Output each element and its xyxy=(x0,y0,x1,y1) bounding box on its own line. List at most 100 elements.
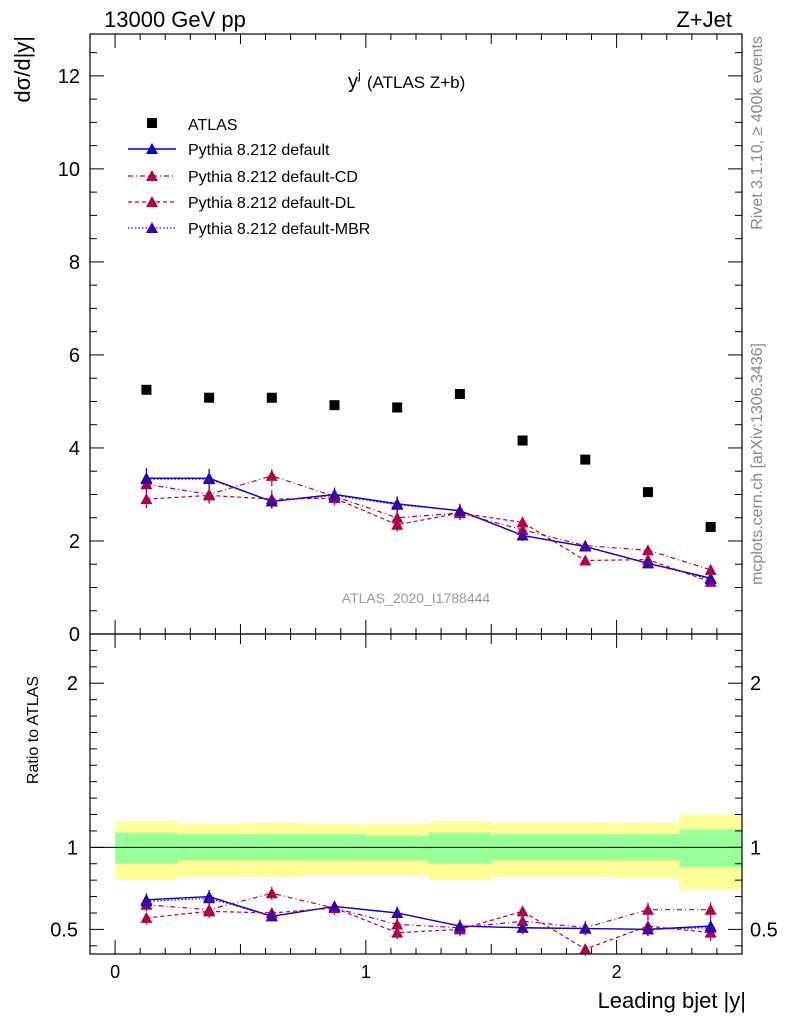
ratio-band-inner xyxy=(679,829,742,868)
marker-cd xyxy=(704,903,717,915)
marker-mbr xyxy=(140,895,153,907)
marker-mbr xyxy=(453,504,466,516)
main-series xyxy=(140,384,717,587)
atlas-data-point xyxy=(329,400,340,411)
series-line-dl xyxy=(146,907,711,950)
x-tick-label: 1 xyxy=(361,962,371,982)
atlas-data-point xyxy=(392,402,403,413)
marker-mbr xyxy=(391,498,404,510)
legend-label-cd: Pythia 8.212 default-CD xyxy=(188,169,358,186)
ratio-y-tick-label: 1 xyxy=(67,837,78,859)
marker-mbr xyxy=(328,489,341,501)
ratio-y-tick-label: 0.5 xyxy=(50,919,78,941)
main-y-tick-label: 4 xyxy=(69,438,80,460)
xlabel: Leading bjet |y| xyxy=(598,988,746,1013)
legend-marker-cd xyxy=(146,170,158,181)
ratio-y-tick-label-right: 0.5 xyxy=(750,919,778,941)
atlas-data-point xyxy=(454,389,465,399)
ratio-ylabel: Ratio to ATLAS xyxy=(25,676,42,784)
marker-dl xyxy=(140,911,153,923)
series-line-cd xyxy=(146,892,711,929)
marker-dl xyxy=(516,905,529,917)
marker-mbr xyxy=(641,557,654,569)
legend-marker-dl xyxy=(146,196,158,207)
marker-cd xyxy=(391,918,404,930)
main-y-tick-label: 8 xyxy=(69,252,80,274)
legend-marker-default xyxy=(146,143,158,154)
ratio-band-inner xyxy=(115,832,178,864)
ratio-frame xyxy=(89,633,743,955)
marker-cd xyxy=(391,511,404,523)
marker-cd xyxy=(516,523,529,535)
legend-marker-mbr xyxy=(146,222,158,233)
series-line-mbr xyxy=(146,478,711,580)
marker-dl xyxy=(391,926,404,938)
series-line-default xyxy=(146,477,711,579)
marker-mbr xyxy=(704,573,717,585)
marker-mbr xyxy=(516,529,529,541)
atlas-data-point xyxy=(642,487,653,498)
series-line-dl xyxy=(146,494,711,583)
main-y-tick-label: 10 xyxy=(58,159,80,181)
marker-mbr xyxy=(453,920,466,932)
analysis-watermark: ATLAS_2020_I1788444 xyxy=(342,590,491,606)
main-y-tick-label: 6 xyxy=(69,345,80,367)
x-tick-label: 2 xyxy=(612,962,622,982)
marker-dl xyxy=(579,943,592,955)
marker-dl xyxy=(203,905,216,917)
plot-title-sup: j xyxy=(357,67,361,82)
marker-mbr xyxy=(704,921,717,933)
main-y-tick-label: 12 xyxy=(58,66,80,88)
atlas-data-point xyxy=(204,392,215,403)
mcplots-label: mcplots.cern.ch [arXiv:1306.3436] xyxy=(749,343,766,585)
x-tick-label: 0 xyxy=(110,962,120,982)
marker-mbr xyxy=(203,892,216,904)
series-line-cd xyxy=(146,475,711,571)
marker-cd xyxy=(641,903,654,915)
marker-mbr xyxy=(203,473,216,485)
ratio-y-tick-label: 2 xyxy=(67,673,78,695)
ratio-series xyxy=(140,886,717,956)
marker-cd xyxy=(641,544,654,556)
main-y-tick-label: 0 xyxy=(69,624,80,646)
legend-marker-atlas xyxy=(147,118,157,128)
marker-mbr xyxy=(391,906,404,918)
process-label: Z+Jet xyxy=(676,7,732,32)
atlas-data-point xyxy=(705,522,716,533)
legend-label-mbr: Pythia 8.212 default-MBR xyxy=(188,221,370,238)
series-line-default xyxy=(146,895,711,931)
ratio-y-tick-label-right: 1 xyxy=(750,837,761,859)
marker-cd xyxy=(265,887,278,899)
ratio-y-tick-label-right: 2 xyxy=(750,673,761,695)
marker-cd xyxy=(516,915,529,927)
marker-dl xyxy=(579,554,592,566)
plot-title-suffix: (ATLAS Z+b) xyxy=(367,73,465,92)
marker-dl xyxy=(391,518,404,530)
marker-mbr xyxy=(265,495,278,507)
marker-mbr xyxy=(516,921,529,933)
legend-label-atlas: ATLAS xyxy=(188,117,238,134)
marker-cd xyxy=(704,563,717,575)
atlas-data-point xyxy=(517,435,528,446)
marker-dl xyxy=(140,493,153,505)
series-line-mbr xyxy=(146,897,711,930)
marker-mbr xyxy=(140,473,153,485)
marker-mbr xyxy=(579,540,592,552)
rivet-version-label: Rivet 3.1.10, ≥ 400k events xyxy=(749,36,766,230)
atlas-data-point xyxy=(580,454,591,465)
legend-label-default: Pythia 8.212 default xyxy=(188,142,330,159)
legend: ATLAS Pythia 8.212 default Pythia 8.212 … xyxy=(128,117,370,238)
plot-title-main: y xyxy=(348,71,358,93)
collision-label: 13000 GeV pp xyxy=(104,7,246,32)
atlas-data-point xyxy=(141,384,152,395)
marker-mbr xyxy=(265,910,278,922)
legend-label-dl: Pythia 8.212 default-DL xyxy=(188,195,355,212)
marker-mbr xyxy=(641,923,654,935)
marker-mbr xyxy=(328,900,341,912)
ratio-band-inner xyxy=(365,835,429,861)
plot-title: yj (ATLAS Z+b) xyxy=(348,67,465,93)
marker-dl xyxy=(516,516,529,528)
ratio-uncertainty-bands xyxy=(90,814,742,890)
marker-cd xyxy=(265,469,278,481)
